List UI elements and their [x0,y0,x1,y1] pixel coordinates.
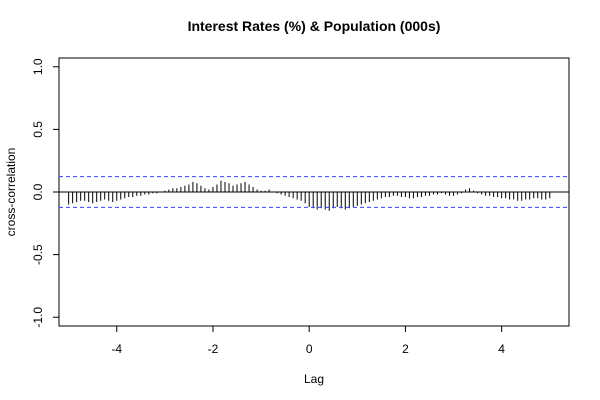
y-tick-label: 0.5 [31,121,45,138]
x-tick-label: -2 [208,342,219,356]
y-tick-label: -0.5 [31,244,45,265]
y-tick-label: 0.0 [31,183,45,200]
correlation-bars [68,180,551,211]
y-tick-label: 1.0 [31,58,45,75]
chart-title: Interest Rates (%) & Population (000s) [188,18,441,34]
x-tick-label: 0 [306,342,313,356]
x-axis-label: Lag [304,372,324,386]
y-axis-label: cross-correlation [4,148,18,237]
x-axis: -4 -2 0 2 4 [111,325,505,356]
reference-lines [59,176,569,208]
x-tick-label: -4 [111,342,122,356]
y-axis: -1.0 -0.5 0.0 0.5 1.0 [31,58,60,328]
x-tick-label: 4 [498,342,505,356]
x-tick-label: 2 [402,342,409,356]
y-tick-label: -1.0 [31,307,45,328]
